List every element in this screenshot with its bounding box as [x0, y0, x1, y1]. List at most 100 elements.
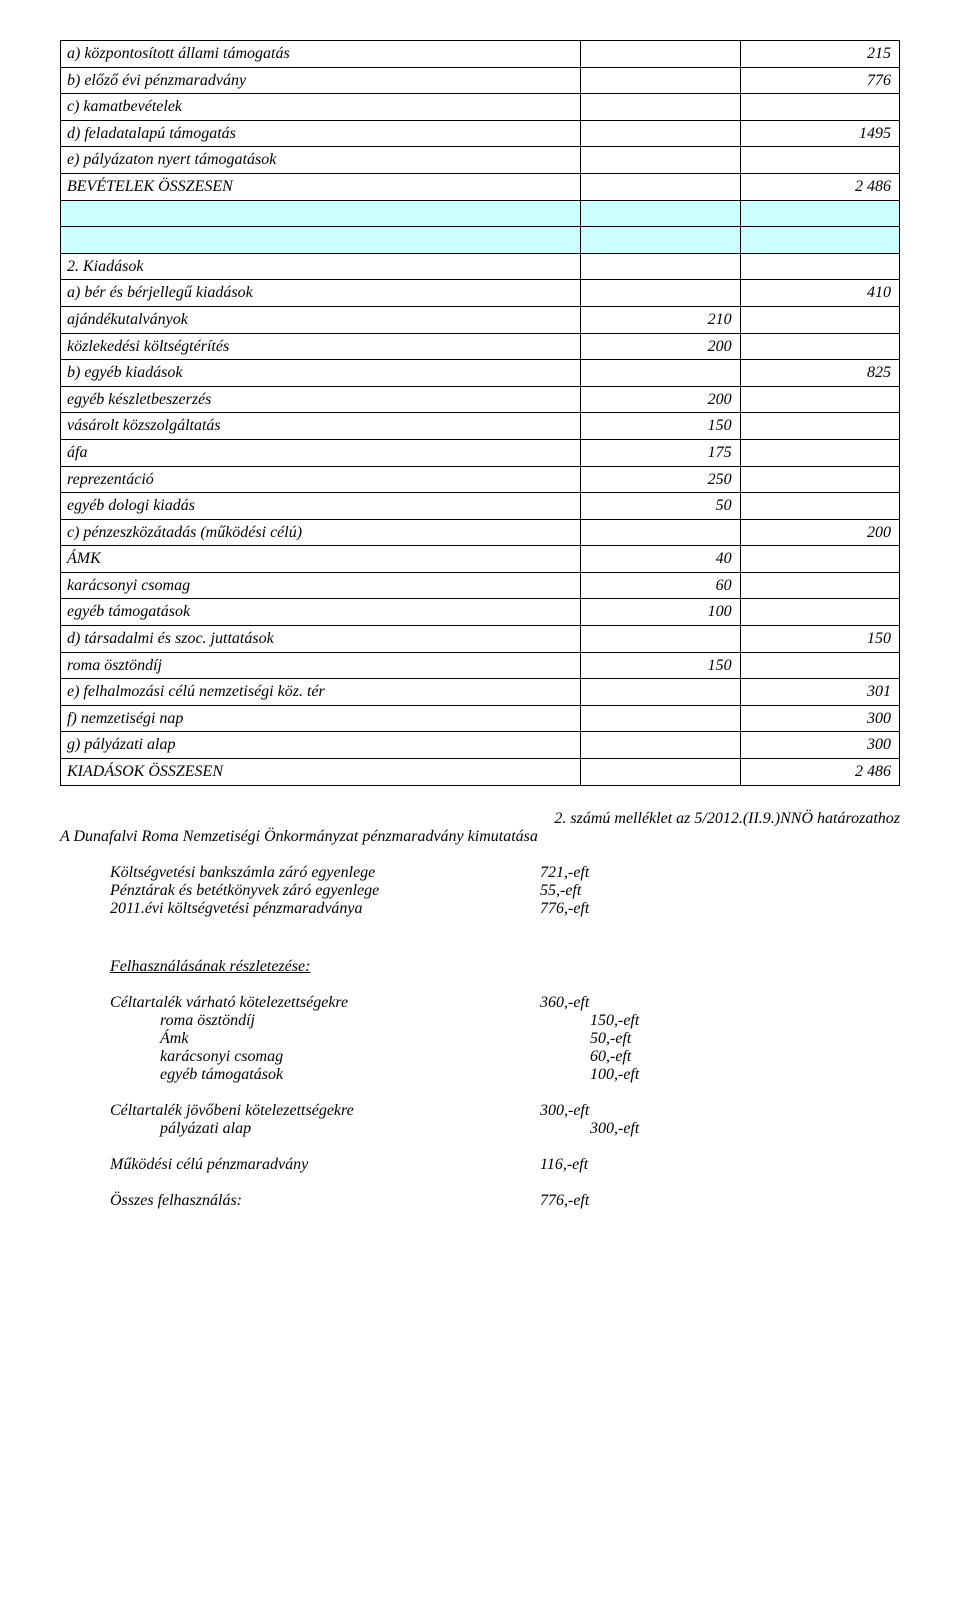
- row-value-2: [740, 493, 899, 520]
- row-value-1: 40: [581, 546, 740, 573]
- detail-heading: Felhasználásának részletezése:: [60, 958, 310, 976]
- row-label: d) feladatalapú támogatás: [61, 120, 581, 147]
- row-value-2: 1495: [740, 120, 899, 147]
- list-amount: 50,-eft: [590, 1030, 631, 1048]
- subtitle: A Dunafalvi Roma Nemzetiségi Önkormányza…: [60, 828, 900, 846]
- list-label: Céltartalék várható kötelezettségekre: [60, 994, 540, 1012]
- row-value-2: [740, 94, 899, 121]
- row-label: KIADÁSOK ÖSSZESEN: [61, 759, 581, 786]
- list-amount: 100,-eft: [590, 1066, 639, 1084]
- row-value-2: [740, 386, 899, 413]
- list-amount: 360,-eft: [540, 994, 589, 1012]
- row-value-1: 200: [581, 333, 740, 360]
- row-value-1: [581, 280, 740, 307]
- list-amount: 776,-eft: [540, 1192, 589, 1210]
- row-value-2: [740, 413, 899, 440]
- row-value-1: 210: [581, 306, 740, 333]
- row-value-2: [740, 253, 899, 280]
- row-value-1: [581, 679, 740, 706]
- list-label: Összes felhasználás:: [60, 1192, 540, 1210]
- list-amount: 60,-eft: [590, 1048, 631, 1066]
- spacer-cell: [61, 227, 581, 254]
- row-value-2: [740, 466, 899, 493]
- list-amount: 721,-eft: [540, 864, 589, 882]
- row-value-1: [581, 173, 740, 200]
- row-value-2: [740, 546, 899, 573]
- list-label: Céltartalék jövőbeni kötelezettségekre: [60, 1102, 540, 1120]
- list-label: pályázati alap: [60, 1120, 590, 1138]
- row-value-1: [581, 759, 740, 786]
- spacer-cell: [581, 200, 740, 227]
- attachment-reference: 2. számú melléklet az 5/2012.(II.9.)NNÖ …: [60, 810, 900, 828]
- row-value-2: 150: [740, 626, 899, 653]
- row-label: e) pályázaton nyert támogatások: [61, 147, 581, 174]
- row-value-2: 2 486: [740, 173, 899, 200]
- row-label: e) felhalmozási célú nemzetiségi köz. té…: [61, 679, 581, 706]
- row-label: reprezentáció: [61, 466, 581, 493]
- list-amount: 300,-eft: [590, 1120, 639, 1138]
- list-label: Működési célú pénzmaradvány: [60, 1156, 540, 1174]
- list-label: egyéb támogatások: [60, 1066, 590, 1084]
- row-value-2: 200: [740, 519, 899, 546]
- detail-block-1: Céltartalék várható kötelezettségekre360…: [60, 994, 900, 1084]
- row-value-2: 776: [740, 67, 899, 94]
- row-value-1: [581, 626, 740, 653]
- row-label: áfa: [61, 439, 581, 466]
- detail-block-3: Működési célú pénzmaradvány116,-eft: [60, 1156, 900, 1174]
- balances-block: Költségvetési bankszámla záró egyenlege7…: [60, 864, 900, 918]
- row-value-1: 150: [581, 652, 740, 679]
- row-label: b) előző évi pénzmaradvány: [61, 67, 581, 94]
- row-label: d) társadalmi és szoc. juttatások: [61, 626, 581, 653]
- row-label: egyéb dologi kiadás: [61, 493, 581, 520]
- detail-block-2: Céltartalék jövőbeni kötelezettségekre30…: [60, 1102, 900, 1138]
- spacer-cell: [740, 200, 899, 227]
- row-value-1: 150: [581, 413, 740, 440]
- row-value-1: [581, 67, 740, 94]
- row-value-2: 301: [740, 679, 899, 706]
- list-label: 2011.évi költségvetési pénzmaradványa: [60, 900, 540, 918]
- budget-table: a) központosított állami támogatás215b) …: [60, 40, 900, 786]
- row-value-1: [581, 705, 740, 732]
- row-value-1: 175: [581, 439, 740, 466]
- row-value-2: 300: [740, 705, 899, 732]
- list-label: karácsonyi csomag: [60, 1048, 590, 1066]
- row-value-1: [581, 519, 740, 546]
- spacer-cell: [740, 227, 899, 254]
- row-value-2: 410: [740, 280, 899, 307]
- row-label: 2. Kiadások: [61, 253, 581, 280]
- row-label: közlekedési költségtérítés: [61, 333, 581, 360]
- row-value-2: [740, 572, 899, 599]
- row-value-1: 200: [581, 386, 740, 413]
- detail-block-4: Összes felhasználás:776,-eft: [60, 1192, 900, 1210]
- row-value-2: [740, 439, 899, 466]
- row-label: ÁMK: [61, 546, 581, 573]
- row-value-2: [740, 599, 899, 626]
- list-label: roma ösztöndíj: [60, 1012, 590, 1030]
- row-value-2: [740, 333, 899, 360]
- row-label: egyéb támogatások: [61, 599, 581, 626]
- row-value-1: [581, 360, 740, 387]
- row-value-1: [581, 120, 740, 147]
- row-value-1: [581, 94, 740, 121]
- row-value-2: 825: [740, 360, 899, 387]
- list-label: Pénztárak és betétkönyvek záró egyenlege: [60, 882, 540, 900]
- list-label: Ámk: [60, 1030, 590, 1048]
- spacer-cell: [581, 227, 740, 254]
- row-value-2: [740, 147, 899, 174]
- list-amount: 776,-eft: [540, 900, 589, 918]
- list-amount: 300,-eft: [540, 1102, 589, 1120]
- row-value-2: [740, 652, 899, 679]
- row-label: roma ösztöndíj: [61, 652, 581, 679]
- row-label: a) bér és bérjellegű kiadások: [61, 280, 581, 307]
- row-label: c) pénzeszközátadás (működési célú): [61, 519, 581, 546]
- row-value-1: [581, 253, 740, 280]
- list-amount: 150,-eft: [590, 1012, 639, 1030]
- row-label: egyéb készletbeszerzés: [61, 386, 581, 413]
- list-amount: 116,-eft: [540, 1156, 588, 1174]
- row-value-2: 215: [740, 41, 899, 68]
- row-label: ajándékutalványok: [61, 306, 581, 333]
- row-value-1: [581, 732, 740, 759]
- spacer-cell: [61, 200, 581, 227]
- row-value-1: 100: [581, 599, 740, 626]
- row-label: BEVÉTELEK ÖSSZESEN: [61, 173, 581, 200]
